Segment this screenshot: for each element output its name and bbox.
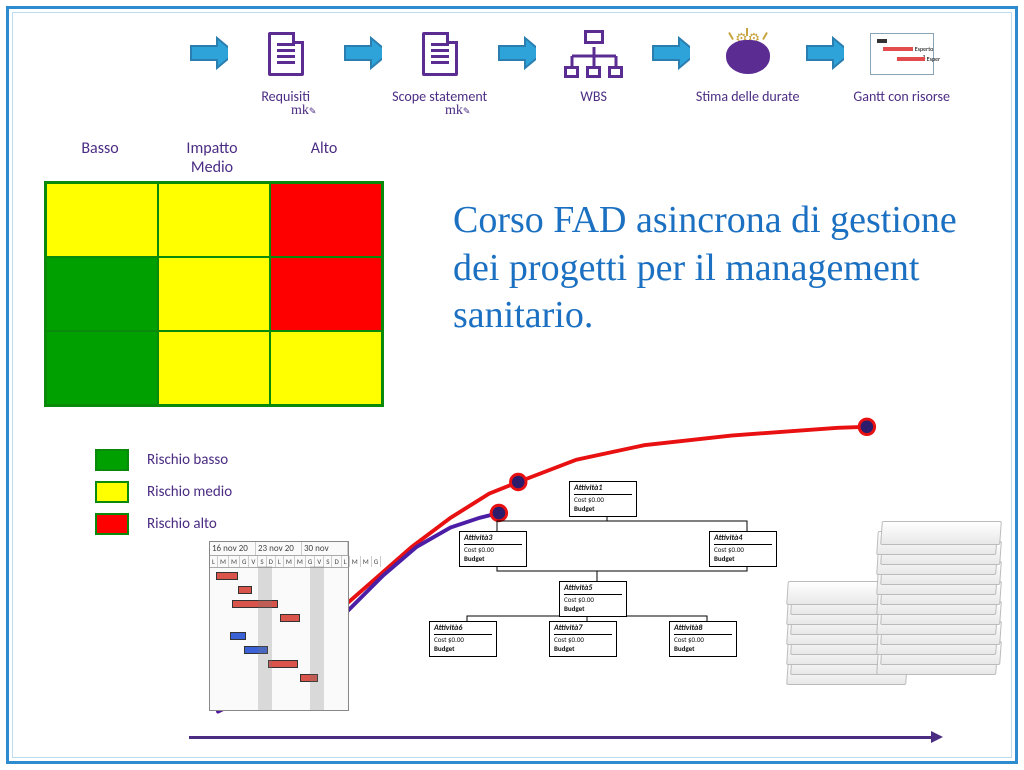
- wbs-node: Attività8Cost $0.00Budget: [669, 621, 737, 657]
- legend-swatch: [95, 449, 129, 471]
- matrix-header: Alto: [268, 139, 380, 177]
- flow-step-label: Gantt con risorse: [848, 88, 955, 105]
- wbs-node: Attività3Cost $0.00Budget: [459, 531, 527, 567]
- wbs-node: Attività1Cost $0.00Budget: [569, 481, 637, 517]
- brain-icon: ⚙⚙: [726, 34, 770, 74]
- matrix-cell: [46, 183, 158, 257]
- flow-arrow-icon: [189, 36, 228, 70]
- matrix-cell: [46, 331, 158, 405]
- matrix-cell: [270, 183, 382, 257]
- gantt-clip: 16 nov 2023 nov 2030 nov LMMGVSDLMMGVSDL…: [209, 541, 349, 711]
- wbs-node: Attività5Cost $0.00Budget: [559, 581, 627, 617]
- wbs-icon: [564, 30, 624, 78]
- matrix-cell: [270, 257, 382, 331]
- wbs-node: Attività4Cost $0.00Budget: [709, 531, 777, 567]
- gantt-date-header: 30 nov: [302, 542, 348, 555]
- course-title: Corso FAD asincrona di gestione dei prog…: [453, 197, 975, 340]
- curve-red-endpoint: [859, 419, 874, 434]
- x-axis: [189, 736, 935, 739]
- gantt-bar: [216, 572, 238, 580]
- flow-step-gantt: Esperto 1 Esper Gantt con risorse: [848, 24, 955, 105]
- signature-icon: mk✎: [404, 103, 511, 119]
- document-icon: [422, 32, 458, 76]
- flow-step-scope: Scope statement mk✎: [386, 24, 493, 121]
- paper-stack: [879, 511, 999, 675]
- matrix-cell: [270, 331, 382, 405]
- matrix-cell: [158, 183, 270, 257]
- flow-arrow-icon: [343, 36, 382, 70]
- matrix-header: Basso: [44, 139, 156, 177]
- matrix-cell: [158, 331, 270, 405]
- gantt-bar: [238, 586, 252, 594]
- gantt-date-header: 16 nov 20: [210, 542, 256, 555]
- matrix-cell: [46, 257, 158, 331]
- process-flow: Requisiti mk✎ Scope statement mk✎ WBS ⚙⚙: [189, 24, 955, 121]
- flow-step-requisiti: Requisiti mk✎: [232, 24, 339, 121]
- wbs-node: Attività6Cost $0.00Budget: [429, 621, 497, 657]
- matrix-cell: [158, 257, 270, 331]
- matrix-header: ImpattoMedio: [156, 139, 268, 177]
- growth-chart-area: 16 nov 2023 nov 2030 nov LMMGVSDLMMGVSDL…: [189, 421, 925, 751]
- gantt-date-header: 23 nov 20: [256, 542, 302, 555]
- outer-border: Requisiti mk✎ Scope statement mk✎ WBS ⚙⚙: [6, 6, 1018, 764]
- signature-icon: mk✎: [250, 103, 357, 119]
- legend-swatch: [95, 481, 129, 503]
- legend-swatch: [95, 513, 129, 535]
- flow-arrow-icon: [497, 36, 536, 70]
- flow-step-wbs: WBS: [540, 24, 647, 105]
- gantt-icon: Esperto 1 Esper: [870, 33, 934, 75]
- gantt-bar: [230, 632, 246, 640]
- document-icon: [268, 32, 304, 76]
- wbs-node: Attività7Cost $0.00Budget: [549, 621, 617, 657]
- gantt-bar: [280, 614, 300, 622]
- risk-matrix: BassoImpattoMedioAlto: [44, 139, 384, 407]
- gantt-bar: [268, 660, 298, 668]
